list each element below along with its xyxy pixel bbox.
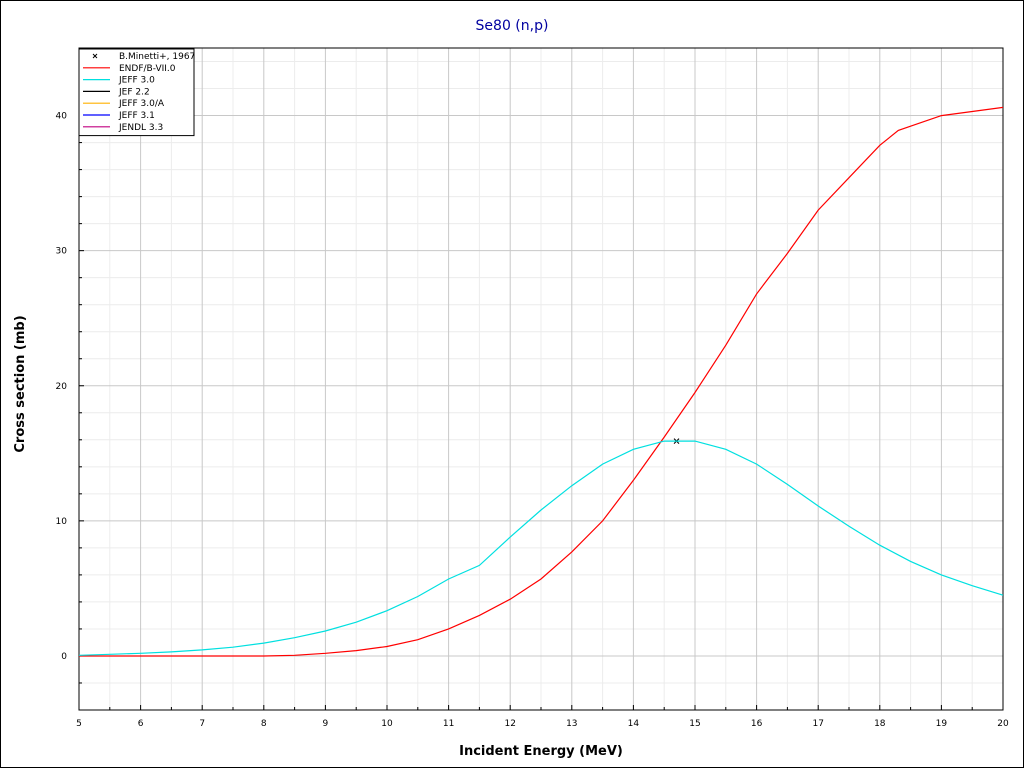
legend-entry-label: JEFF 3.0/A bbox=[118, 99, 165, 109]
x-tick-label: 8 bbox=[261, 719, 267, 729]
legend-marker-stroke bbox=[92, 53, 98, 59]
legend: B.Minetti+, 1967 ENDF/B-VII.0 JEFF 3.0JEF … bbox=[78, 48, 195, 137]
y-tick-label: 30 bbox=[56, 247, 68, 257]
y-tick-label: 20 bbox=[56, 382, 68, 392]
series-line-1 bbox=[79, 106, 1004, 657]
series-line-2 bbox=[78, 440, 1004, 656]
x-tick-label: 20 bbox=[997, 719, 1009, 729]
y-tick-label: 0 bbox=[61, 652, 67, 662]
legend-entry-label: JEF 2.2 bbox=[118, 87, 150, 97]
legend-entry-label: JEFF 3.0 bbox=[118, 76, 155, 86]
legend-entry-label: JEFF 3.1 bbox=[118, 111, 155, 121]
legend-marker-x bbox=[92, 53, 98, 59]
legend-entry-label: B.Minetti+, 1967 bbox=[119, 52, 195, 62]
x-tick-label: 12 bbox=[504, 719, 515, 729]
x-tick-label: 9 bbox=[323, 719, 329, 729]
y-axis-label: Cross section (mb) bbox=[13, 315, 28, 452]
x-tick-label: 10 bbox=[381, 719, 393, 729]
x-tick-label: 14 bbox=[628, 719, 640, 729]
x-tick-label: 5 bbox=[76, 719, 82, 729]
series-layer bbox=[78, 106, 1004, 657]
x-tick-label: 11 bbox=[443, 719, 454, 729]
legend-box bbox=[78, 48, 195, 137]
x-tick-label: 18 bbox=[874, 719, 886, 729]
x-tick-label: 6 bbox=[138, 719, 144, 729]
chart-title: Se80 (n,p) bbox=[476, 18, 549, 34]
x-tick-label: 17 bbox=[812, 719, 823, 729]
x-tick-label: 13 bbox=[566, 719, 577, 729]
x-axis-label: Incident Energy (MeV) bbox=[459, 744, 623, 759]
x-tick-label: 19 bbox=[936, 719, 948, 729]
axis-ticks: 5 6 7 8 9 10 11 12 13 14 15 16 17 18 19 20 0 10 20 30 40 bbox=[56, 61, 1009, 729]
x-tick-label: 7 bbox=[199, 719, 205, 729]
legend-entry-label: JENDL 3.3 bbox=[118, 123, 163, 133]
x-tick-label: 16 bbox=[751, 719, 763, 729]
y-tick-label: 40 bbox=[56, 112, 68, 122]
grid bbox=[79, 48, 1003, 711]
x-tick-label: 15 bbox=[689, 719, 700, 729]
y-tick-label: 10 bbox=[56, 517, 68, 527]
legend-entry-label: ENDF/B-VII.0 bbox=[119, 64, 176, 74]
